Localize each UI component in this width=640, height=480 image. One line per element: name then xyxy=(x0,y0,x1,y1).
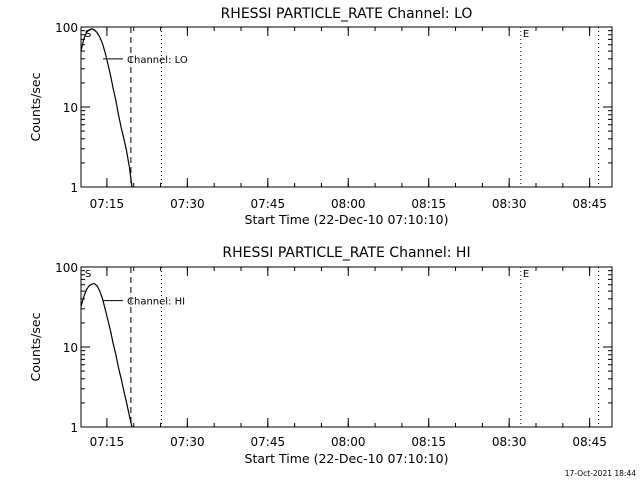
plot-frame xyxy=(80,266,613,428)
plot-frame xyxy=(80,26,613,188)
x-tick-label: 08:30 xyxy=(492,435,527,449)
series-line-1 xyxy=(80,282,133,428)
y-axis-label: Counts/sec xyxy=(28,312,43,381)
x-tick-label: 08:45 xyxy=(572,197,607,211)
chart-title: RHESSI PARTICLE_RATE Channel: HI xyxy=(222,245,470,261)
y-tick-label: 1 xyxy=(70,421,78,435)
x-tick-label: 07:45 xyxy=(251,197,286,211)
x-tick-label: 08:15 xyxy=(411,435,446,449)
y-tick-label: 100 xyxy=(55,261,78,275)
marker-label-s: S xyxy=(85,269,91,280)
legend-label: Channel: HI xyxy=(127,297,185,308)
chart-title: RHESSI PARTICLE_RATE Channel: LO xyxy=(221,6,473,22)
x-tick-label: 07:15 xyxy=(90,197,125,211)
x-tick-label: 08:15 xyxy=(411,197,446,211)
y-tick-label: 1 xyxy=(70,181,78,195)
x-axis-label: Start Time (22-Dec-10 07:10:10) xyxy=(245,451,449,466)
chart-panel-1: RHESSI PARTICLE_RATE Channel: LO 1 10 100 07… xyxy=(28,6,613,227)
x-tick-label: 08:00 xyxy=(331,435,366,449)
marker-label-s: S xyxy=(85,29,91,40)
timestamp-stamp: 17-Oct-2021 18:44 xyxy=(565,469,636,478)
x-tick-label: 08:30 xyxy=(492,197,527,211)
x-tick-label: 07:15 xyxy=(90,435,125,449)
x-tick-label: 08:45 xyxy=(572,435,607,449)
x-tick-label: 07:30 xyxy=(170,197,205,211)
x-axis-label: Start Time (22-Dec-10 07:10:10) xyxy=(245,212,449,227)
x-tick-label: 07:45 xyxy=(251,435,286,449)
x-tick-label: 08:00 xyxy=(331,197,366,211)
chart-panel-2: RHESSI PARTICLE_RATE Channel: HI 1 10 100 07… xyxy=(28,245,613,466)
y-tick-label: 10 xyxy=(63,341,78,355)
series-line-1 xyxy=(80,28,133,188)
x-tick-label: 07:30 xyxy=(170,435,205,449)
y-axis-label: Counts/sec xyxy=(28,72,43,141)
marker-label-e: E xyxy=(523,29,529,40)
marker-label-e: E xyxy=(523,269,529,280)
legend-label: Channel: LO xyxy=(127,55,188,66)
y-tick-label: 10 xyxy=(63,101,78,115)
y-tick-label: 100 xyxy=(55,21,78,35)
